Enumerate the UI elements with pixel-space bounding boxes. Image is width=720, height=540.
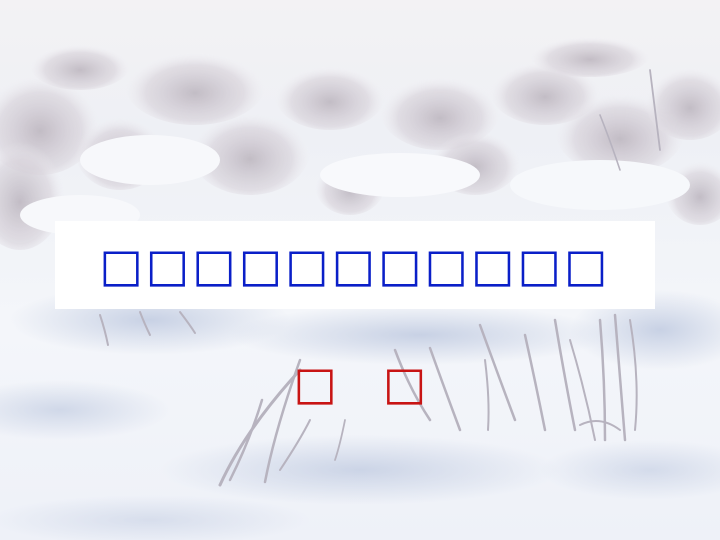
author-name-char-1: □ xyxy=(293,356,337,410)
snow-shadows xyxy=(0,285,720,540)
author-name-char-2: □ xyxy=(383,356,427,410)
author-line: □ □ xyxy=(0,360,720,406)
slide-title: □□□□□□□□□□□ xyxy=(99,238,611,292)
snow-drifts xyxy=(20,135,690,235)
frosted-grass xyxy=(99,69,661,487)
title-banner: □□□□□□□□□□□ xyxy=(55,221,655,309)
